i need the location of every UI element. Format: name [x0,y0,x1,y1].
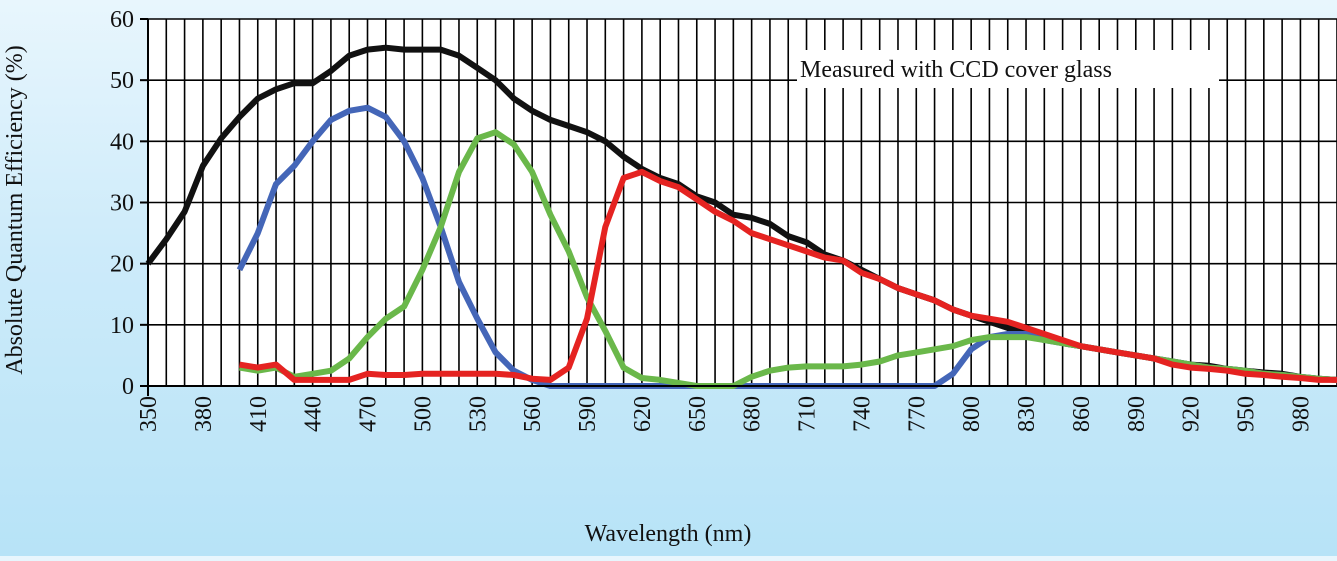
annotation-text: Measured with CCD cover glass [800,57,1112,83]
y-axis-label: Absolute Quantum Efficiency (%) [2,45,28,374]
y-tick-label: 20 [110,252,134,278]
x-tick-label: 380 [191,396,217,432]
x-axis-label: Wavelength (nm) [585,521,752,547]
x-tick-label: 350 [136,396,162,432]
x-tick-label: 650 [685,396,711,432]
x-tick-label: 590 [575,396,601,432]
x-tick-label: 980 [1288,396,1314,432]
x-tick-label: 410 [246,396,272,432]
x-tick-label: 890 [1124,396,1150,432]
x-tick-label: 620 [630,396,656,432]
x-tick-label: 710 [795,396,821,432]
annotation-box: Measured with CCD cover glass [797,50,1219,88]
x-tick-label: 440 [301,396,327,432]
x-tick-label: 470 [356,396,382,432]
x-tick-label: 830 [1014,396,1040,432]
y-tick-label: 0 [122,374,134,400]
x-tick-label: 860 [1069,396,1095,432]
y-tick-label: 30 [110,191,134,217]
y-tick-label: 40 [110,129,134,155]
y-tick-label: 60 [110,7,134,33]
x-tick-label: 680 [740,396,766,432]
x-tick-label: 800 [959,396,985,432]
y-tick-label: 10 [110,313,134,339]
x-tick-label: 500 [410,396,436,432]
x-tick-label: 530 [465,396,491,432]
x-tick-label: 920 [1179,396,1205,432]
y-tick-label: 50 [110,68,134,94]
x-tick-label: 950 [1234,396,1260,432]
x-tick-label: 740 [849,396,875,432]
x-tick-label: 560 [520,396,546,432]
x-tick-label: 770 [904,396,930,432]
